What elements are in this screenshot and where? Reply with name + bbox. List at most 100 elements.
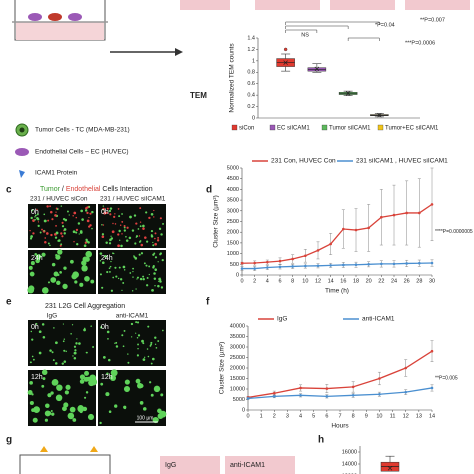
point: [405, 211, 408, 215]
cell-dot: [140, 243, 144, 247]
cell-dot: [162, 329, 164, 332]
cell-dot: [146, 240, 149, 243]
cell-dot: [102, 224, 105, 226]
cell-dot: [145, 264, 148, 267]
cell-dot: [75, 231, 78, 234]
y-tick-label: 3000: [227, 208, 239, 214]
cell-dot: [101, 233, 105, 236]
cell-dot: [134, 242, 137, 245]
cell-dot: [119, 239, 121, 241]
cell-dot: [129, 215, 132, 219]
cell-dot: [84, 275, 90, 282]
cell-dot: [135, 378, 141, 384]
point: [316, 249, 320, 252]
cell-dot: [121, 334, 124, 337]
cell-dot: [55, 231, 59, 235]
point: [404, 390, 408, 394]
cell-dot: [137, 343, 139, 346]
x-tick-label: 11: [390, 413, 396, 419]
image-strip: [255, 0, 320, 10]
cell-dot: [47, 219, 50, 222]
cell-dot: [102, 205, 105, 207]
time-label: 0h: [101, 209, 109, 216]
point: [380, 262, 383, 266]
cell-dot: [89, 374, 97, 382]
cell-dot: [57, 273, 60, 277]
cell-dot: [31, 355, 34, 358]
mean-marker: [283, 60, 288, 65]
x-tick-label: 2: [273, 413, 276, 419]
title-part: /: [60, 186, 66, 193]
cell-dot: [44, 410, 51, 417]
column-label: anti-ICAM1: [230, 462, 265, 469]
cell-dot: [118, 229, 121, 233]
cell-dot: [49, 244, 51, 247]
panel-label: e: [6, 297, 12, 308]
cell-dot: [73, 351, 77, 355]
cell-dot: [142, 278, 145, 281]
cell-dot: [63, 266, 67, 270]
cell-dot: [33, 406, 40, 413]
legend-label: 231 siICAM1 , HUVEC siICAM1: [356, 158, 448, 165]
cell-dot: [156, 239, 160, 242]
cell-dot: [137, 228, 140, 230]
cell-dot: [76, 338, 78, 340]
cell-dot: [28, 265, 33, 270]
cell-dot: [55, 207, 58, 210]
x-tick-label: 4: [299, 413, 302, 419]
cell-dot: [61, 225, 65, 228]
cell-dot: [142, 407, 147, 411]
cell-dot: [51, 412, 55, 416]
cell-dot: [139, 207, 142, 210]
cell-dot: [78, 342, 81, 345]
cell-dot: [88, 216, 90, 219]
x-tick-label: 26: [404, 278, 410, 284]
cell-dot: [126, 226, 129, 229]
point: [299, 386, 302, 390]
time-label: 24h: [101, 255, 113, 262]
cell-dot: [121, 289, 123, 292]
point: [418, 261, 421, 265]
cell-dot: [86, 206, 89, 209]
cell-dot: [112, 222, 114, 225]
time-label: 12h: [31, 374, 43, 381]
cell-dot: [79, 410, 83, 414]
x-tick-label: 18: [353, 278, 359, 284]
cell-dot: [51, 351, 54, 354]
cell-dot: [72, 355, 74, 357]
cell-dot: [77, 405, 85, 413]
cell-dot: [109, 374, 117, 382]
cell-dot: [71, 273, 78, 280]
cell-dot: [78, 233, 80, 235]
cell-dot: [84, 209, 88, 212]
cell-dot: [60, 243, 63, 246]
cell-dot: [149, 381, 152, 384]
y-tick-label: 0.6: [247, 81, 255, 87]
cell-dot: [130, 322, 134, 326]
cell-dot: [72, 230, 76, 234]
cell-dot: [47, 242, 50, 245]
cell-dot: [84, 241, 87, 244]
significance-bracket: [285, 25, 349, 29]
x-tick-label: 28: [416, 278, 422, 284]
legend-swatch: [377, 124, 384, 131]
cell-dot: [61, 235, 64, 238]
scale-bar-label: 100 µm: [137, 415, 154, 421]
cell-dot: [87, 241, 90, 244]
series-line: [247, 387, 433, 400]
cell-dot: [159, 410, 167, 418]
point: [240, 267, 244, 270]
cell-dot: [61, 362, 64, 365]
cell-dot: [112, 276, 115, 279]
y-tick-label: 0.4: [247, 93, 255, 99]
title-part: Tumor: [40, 186, 61, 193]
cell-dot: [29, 400, 34, 406]
cell-dot: [36, 208, 38, 211]
cell-dot: [42, 377, 46, 381]
cell-dot: [157, 284, 160, 288]
y-tick-label: 4000: [227, 187, 239, 193]
legend-label: siCon: [239, 126, 254, 132]
cell-dot: [51, 378, 59, 386]
y-axis-title: Cluster Size (µm²): [219, 342, 226, 395]
cell-dot: [27, 286, 35, 294]
